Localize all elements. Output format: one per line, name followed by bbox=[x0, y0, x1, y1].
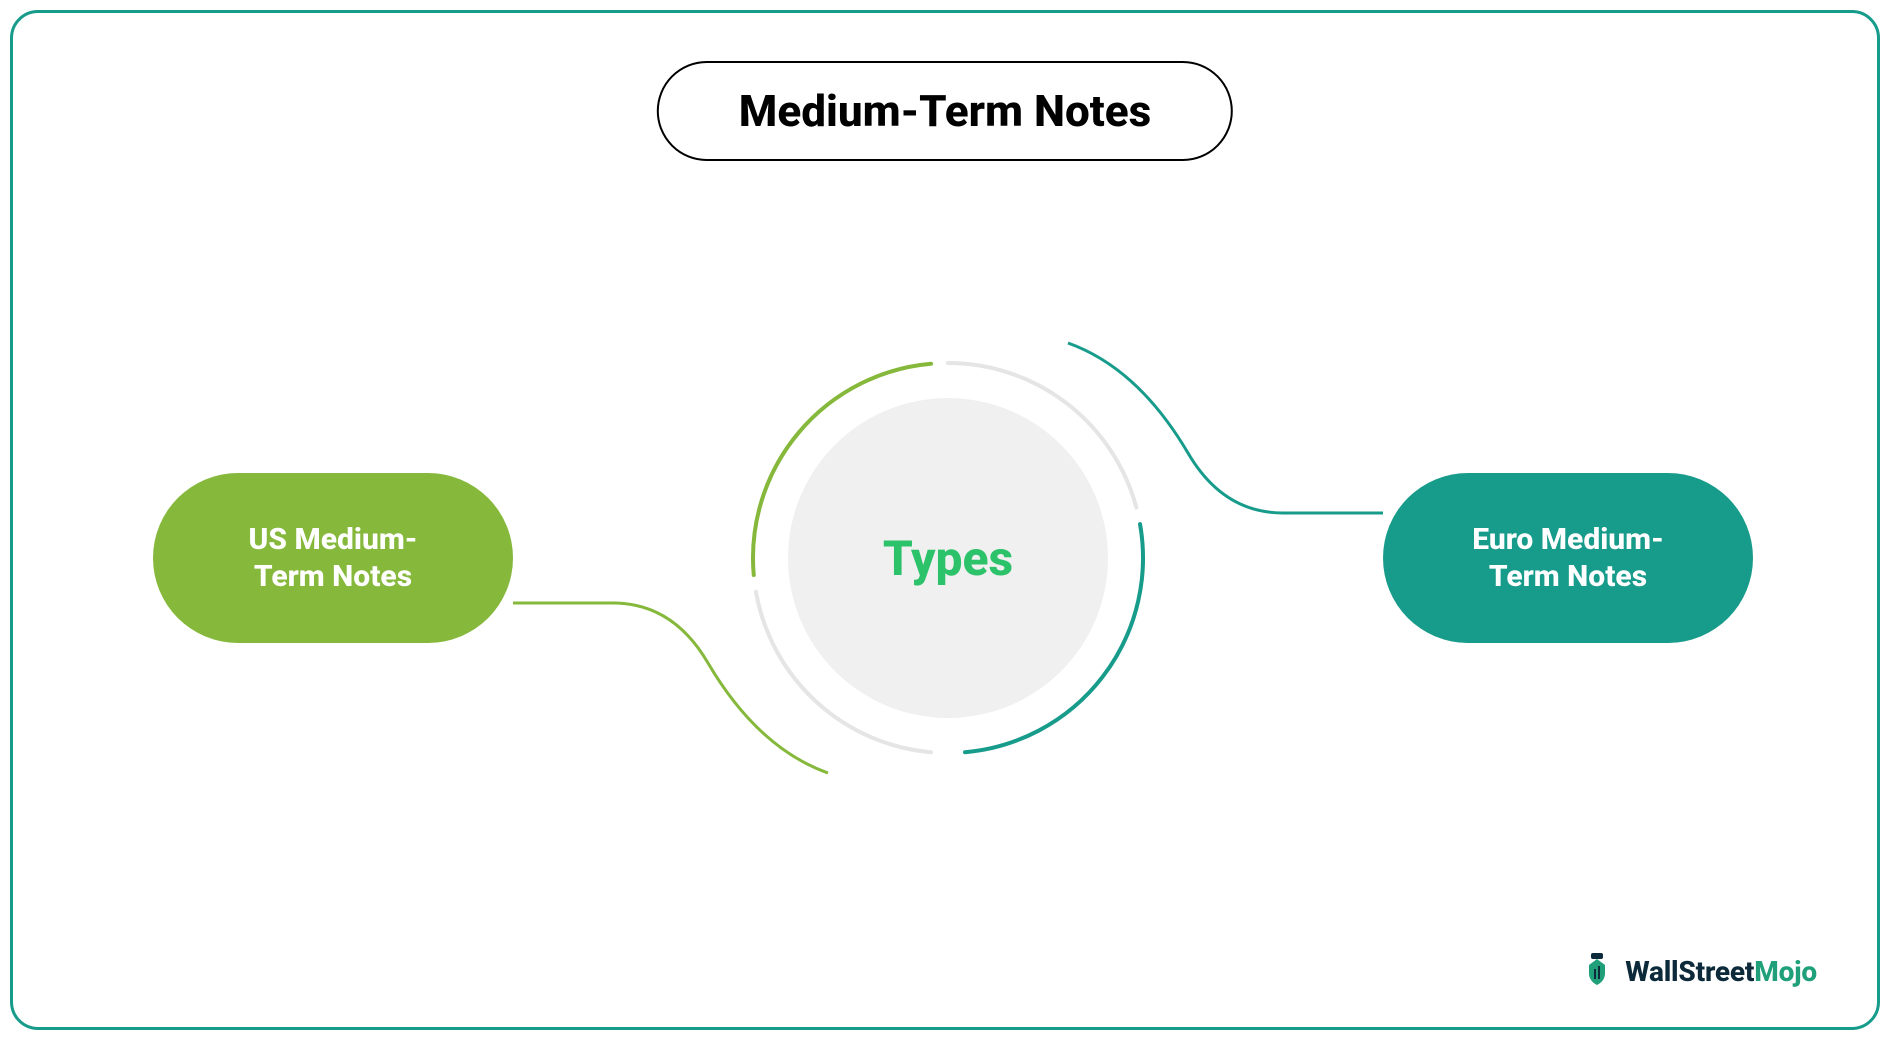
logo-text: WallStreetMojo bbox=[1625, 955, 1817, 988]
logo-text-mojo: Mojo bbox=[1754, 955, 1817, 988]
node-us: US Medium-Term Notes bbox=[153, 473, 513, 643]
hub-circle: Types bbox=[788, 398, 1108, 718]
title-container: Medium-Term Notes bbox=[657, 61, 1233, 161]
brand-logo: WallStreetMojo bbox=[1577, 951, 1817, 991]
logo-text-wall: WallStreet bbox=[1625, 955, 1754, 988]
node-euro-label: Euro Medium-Term Notes bbox=[1472, 521, 1664, 596]
center-hub: Types bbox=[738, 348, 1158, 768]
node-euro: Euro Medium-Term Notes bbox=[1383, 473, 1753, 643]
node-us-label: US Medium-Term Notes bbox=[249, 521, 418, 596]
diagram-card: Medium-Term Notes Types US Medium-Term N… bbox=[10, 10, 1880, 1030]
page-title: Medium-Term Notes bbox=[739, 85, 1151, 137]
logo-icon bbox=[1577, 951, 1617, 991]
hub-label: Types bbox=[883, 530, 1013, 587]
